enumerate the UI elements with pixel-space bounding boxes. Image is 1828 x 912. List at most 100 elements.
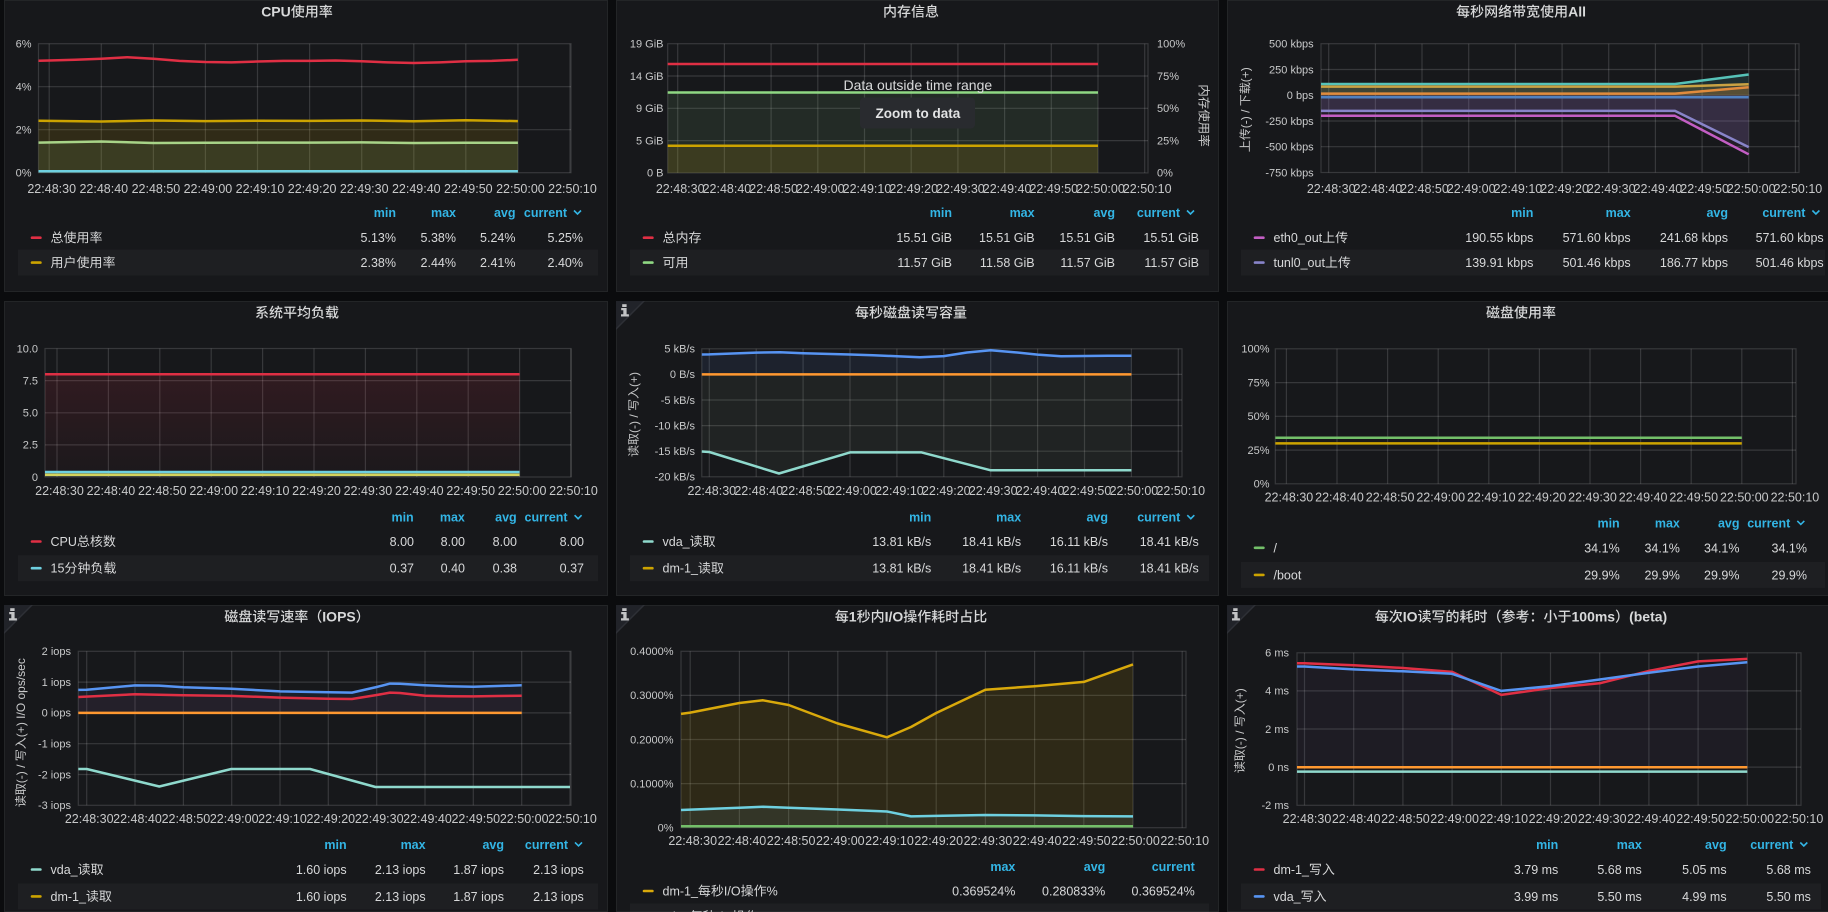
- svg-text:%: %: [767, 885, 778, 899]
- svg-text:5.25%: 5.25%: [548, 231, 583, 245]
- svg-text:22:49:30: 22:49:30: [1578, 812, 1627, 826]
- svg-text:-750 kbps: -750 kbps: [1265, 167, 1314, 179]
- svg-text:29.9%: 29.9%: [1584, 568, 1619, 582]
- svg-text:15.51 GiB: 15.51 GiB: [1143, 231, 1199, 245]
- svg-text:22:49:10: 22:49:10: [865, 834, 914, 848]
- svg-text:22:49:20: 22:49:20: [1540, 182, 1589, 196]
- svg-text:22:49:50: 22:49:50: [451, 812, 500, 826]
- svg-text:0: 0: [32, 472, 38, 484]
- svg-text:eth0_out: eth0_out: [1274, 231, 1323, 245]
- svg-text:(+): (+): [1233, 688, 1247, 703]
- svg-text:22:48:50: 22:48:50: [767, 834, 816, 848]
- svg-text:dm-1_: dm-1_: [51, 890, 87, 904]
- svg-text:(+): (+): [1238, 67, 1252, 82]
- svg-text:34.1%: 34.1%: [1584, 541, 1619, 555]
- svg-text:current: current: [525, 838, 569, 852]
- svg-text:0.38: 0.38: [493, 562, 517, 576]
- svg-text:4%: 4%: [16, 82, 32, 94]
- svg-text:22:49:00: 22:49:00: [1416, 491, 1465, 505]
- svg-text:1.60 iops: 1.60 iops: [296, 863, 347, 877]
- svg-text:I/O: I/O: [724, 885, 741, 899]
- svg-text:2.13 iops: 2.13 iops: [533, 890, 584, 904]
- svg-text:0 ns: 0 ns: [1268, 762, 1289, 774]
- svg-text:22:49:50: 22:49:50: [1029, 182, 1078, 196]
- svg-text:IOPS: IOPS: [322, 609, 355, 625]
- svg-text:0.1000%: 0.1000%: [630, 778, 674, 790]
- svg-text:-10 kB/s: -10 kB/s: [655, 420, 696, 432]
- svg-text:avg: avg: [1706, 206, 1728, 220]
- svg-text:3.79 ms: 3.79 ms: [1514, 863, 1558, 877]
- svg-text:-3 iops: -3 iops: [38, 800, 72, 812]
- svg-text:22:49:10: 22:49:10: [1467, 491, 1516, 505]
- svg-text:15.51 GiB: 15.51 GiB: [979, 231, 1035, 245]
- svg-text:11.57 GiB: 11.57 GiB: [1060, 256, 1115, 270]
- svg-text:34.1%: 34.1%: [1772, 541, 1807, 555]
- svg-text:(+): (+): [627, 372, 641, 387]
- svg-text:0.37: 0.37: [560, 562, 584, 576]
- svg-text:22:48:40: 22:48:40: [718, 834, 767, 848]
- svg-text:8.00: 8.00: [493, 535, 517, 549]
- svg-text:-1 iops: -1 iops: [38, 739, 72, 751]
- svg-text:(beta): (beta): [1629, 609, 1667, 625]
- svg-text:min: min: [374, 206, 396, 220]
- svg-text:22:48:30: 22:48:30: [687, 484, 736, 498]
- svg-text:avg: avg: [494, 206, 516, 220]
- svg-text:15.51 GiB: 15.51 GiB: [896, 231, 952, 245]
- svg-text:0.369524%: 0.369524%: [952, 910, 1015, 912]
- svg-text:22:49:30: 22:49:30: [936, 182, 985, 196]
- svg-text:22:48:30: 22:48:30: [656, 182, 705, 196]
- svg-text:22:48:40: 22:48:40: [1315, 491, 1364, 505]
- svg-text:18.41 kB/s: 18.41 kB/s: [1140, 535, 1199, 549]
- svg-text:16.11 kB/s: 16.11 kB/s: [1050, 535, 1108, 549]
- svg-text:0.369524%: 0.369524%: [1132, 910, 1195, 912]
- svg-text:22:49:50: 22:49:50: [1062, 834, 1111, 848]
- svg-text:(-) /: (-) /: [1233, 730, 1247, 749]
- svg-text:5.50 ms: 5.50 ms: [1766, 890, 1810, 904]
- svg-text:18.41 kB/s: 18.41 kB/s: [1140, 562, 1199, 576]
- svg-text:22:48:30: 22:48:30: [27, 182, 76, 196]
- svg-text:22:49:50: 22:49:50: [446, 484, 495, 498]
- svg-text:22:50:00: 22:50:00: [496, 182, 545, 196]
- svg-text:19 GiB: 19 GiB: [630, 39, 664, 51]
- svg-text:22:48:40: 22:48:40: [1354, 182, 1403, 196]
- svg-text:22:48:50: 22:48:50: [132, 182, 181, 196]
- svg-text:5.68 ms: 5.68 ms: [1766, 863, 1810, 877]
- svg-text:100ms: 100ms: [1572, 609, 1616, 625]
- svg-text:current: current: [1747, 516, 1791, 530]
- svg-text:22:50:00: 22:50:00: [1076, 182, 1125, 196]
- svg-text:All: All: [1568, 4, 1586, 20]
- svg-text:3.99 ms: 3.99 ms: [1514, 890, 1558, 904]
- svg-text:22:49:50: 22:49:50: [1676, 812, 1725, 826]
- svg-text:22:49:10: 22:49:10: [875, 484, 924, 498]
- svg-text:1.60 iops: 1.60 iops: [296, 890, 347, 904]
- svg-text:22:48:50: 22:48:50: [1366, 491, 1415, 505]
- svg-text:min: min: [324, 838, 346, 852]
- svg-text:11.57 GiB: 11.57 GiB: [897, 256, 952, 270]
- svg-text:8.00: 8.00: [390, 535, 414, 549]
- svg-text:22:49:30: 22:49:30: [1587, 182, 1636, 196]
- svg-text:2%: 2%: [16, 125, 32, 137]
- svg-text:50%: 50%: [1247, 411, 1269, 423]
- svg-text:22:49:20: 22:49:20: [292, 484, 341, 498]
- svg-text:22:49:50: 22:49:50: [1063, 484, 1112, 498]
- svg-text:22:50:10: 22:50:10: [1774, 182, 1823, 196]
- svg-text:100%: 100%: [1157, 39, 1185, 51]
- svg-text:max: max: [1617, 838, 1642, 852]
- svg-text:0 B/s: 0 B/s: [670, 369, 696, 381]
- svg-text:2.41%: 2.41%: [480, 256, 515, 270]
- svg-text:I/O: I/O: [716, 910, 733, 912]
- svg-text:0%: 0%: [1254, 479, 1270, 491]
- svg-text:dm-1_: dm-1_: [1274, 863, 1310, 877]
- svg-text:22:50:10: 22:50:10: [1771, 491, 1820, 505]
- svg-text:1: 1: [849, 609, 857, 625]
- svg-text:15: 15: [51, 562, 65, 576]
- svg-text:22:49:00: 22:49:00: [189, 484, 238, 498]
- svg-text:22:49:40: 22:49:40: [1619, 491, 1668, 505]
- svg-text:22:49:40: 22:49:40: [1016, 484, 1065, 498]
- svg-text:22:50:10: 22:50:10: [1775, 812, 1824, 826]
- svg-text:avg: avg: [1086, 511, 1108, 525]
- svg-text:0.4000%: 0.4000%: [630, 646, 674, 658]
- svg-text:current: current: [524, 206, 568, 220]
- svg-text:22:49:00: 22:49:00: [210, 812, 259, 826]
- svg-text:0.369524%: 0.369524%: [952, 885, 1015, 899]
